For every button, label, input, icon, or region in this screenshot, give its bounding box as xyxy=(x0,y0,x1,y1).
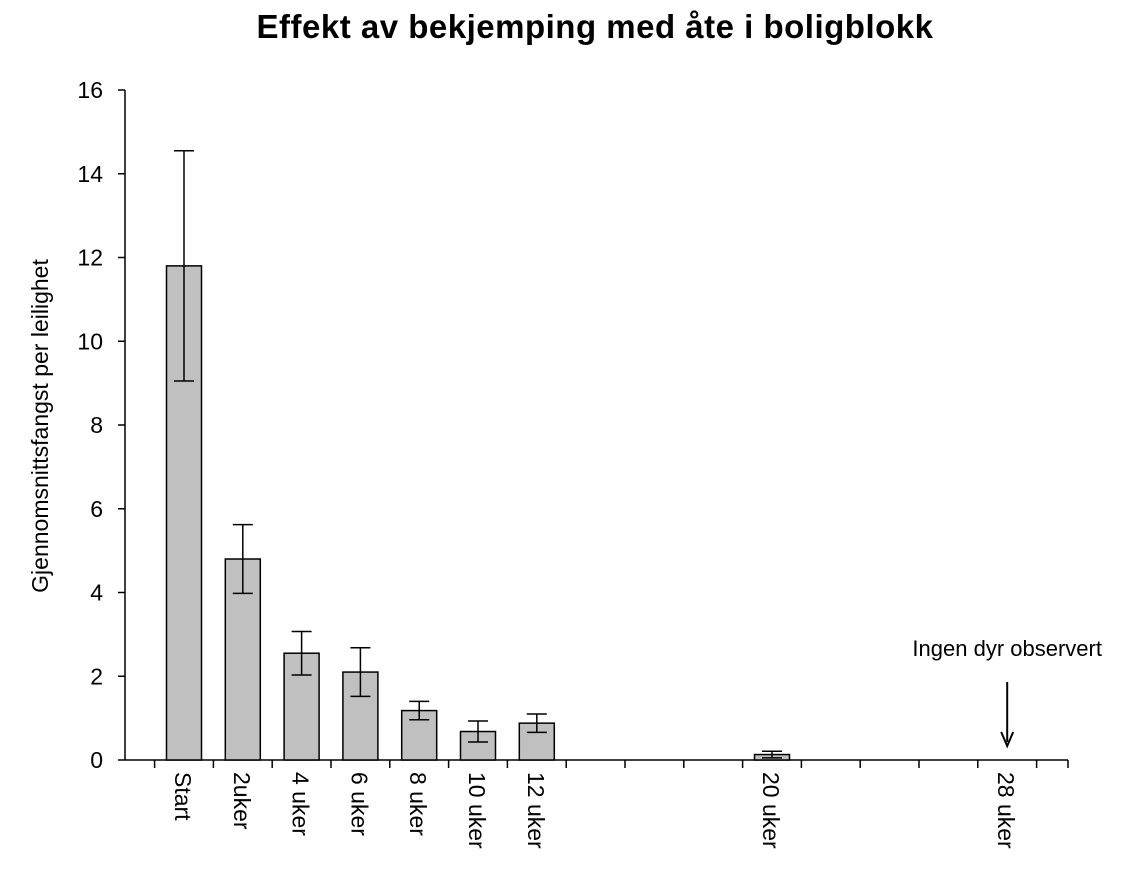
x-tick-label: 12 uker xyxy=(523,772,549,849)
y-tick-label: 16 xyxy=(77,77,103,103)
x-tick-label: 28 uker xyxy=(993,772,1019,849)
x-tick-label: 10 uker xyxy=(464,772,490,849)
annotation: Ingen dyr observert xyxy=(912,636,1102,749)
x-tick-label: 2uker xyxy=(229,772,255,830)
y-tick-label: 8 xyxy=(90,412,103,438)
annotation-arrow-head xyxy=(1000,731,1015,749)
y-tick-label: 12 xyxy=(77,245,103,271)
y-tick-label: 0 xyxy=(90,747,103,773)
y-tick-label: 14 xyxy=(77,161,103,187)
bars xyxy=(165,149,791,761)
x-tick-label: 4 uker xyxy=(288,772,314,836)
x-tick-label: 8 uker xyxy=(405,772,431,836)
y-axis-title: Gjennomsnittsfangst per leilighet xyxy=(27,259,53,593)
chart-title: Effekt av bekjemping med åte i boligblok… xyxy=(256,8,934,45)
x-tick-label: 6 uker xyxy=(346,772,372,836)
y-axis: 0 2 4 6 8 10 12 14 16 xyxy=(77,77,126,773)
y-tick-label: 2 xyxy=(90,663,103,689)
y-tick-label: 6 xyxy=(90,496,103,522)
x-tick-labels: Start 2uker 4 uker 6 uker 8 uker 10 uker 12 uk… xyxy=(170,772,1019,849)
x-tick-label: 20 uker xyxy=(758,772,784,849)
annotation-text: Ingen dyr observert xyxy=(912,636,1102,661)
y-tick-label: 4 xyxy=(90,580,103,606)
y-tick-label: 10 xyxy=(77,328,103,354)
x-tick-label: Start xyxy=(170,772,196,821)
x-axis xyxy=(125,759,1069,768)
